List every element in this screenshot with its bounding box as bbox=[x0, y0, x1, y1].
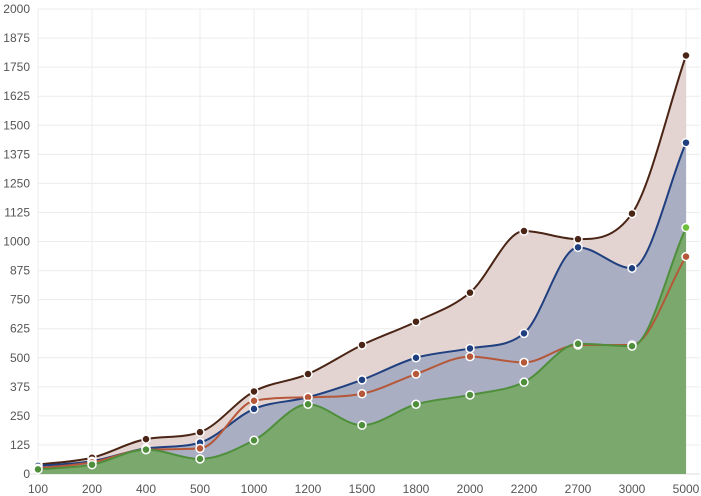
y-tick-label: 1875 bbox=[3, 31, 30, 45]
series-brown-point bbox=[519, 226, 529, 236]
series-brown-point bbox=[573, 234, 583, 244]
series-orange-point bbox=[465, 351, 475, 362]
series-brown-point bbox=[627, 208, 637, 219]
data-points bbox=[33, 50, 691, 475]
y-tick-label: 1625 bbox=[3, 89, 30, 103]
series-green-point bbox=[627, 341, 637, 351]
series-green-point bbox=[519, 377, 529, 387]
y-tick-label: 1000 bbox=[3, 235, 30, 249]
x-tick-label: 1200 bbox=[295, 482, 322, 496]
series-green-point bbox=[303, 399, 313, 409]
series-green-point bbox=[249, 435, 259, 446]
x-tick-label: 1800 bbox=[403, 482, 430, 496]
series-orange-point bbox=[195, 443, 205, 454]
y-tick-label: 1250 bbox=[3, 176, 30, 190]
series-green-point bbox=[87, 459, 97, 470]
y-tick-label: 750 bbox=[10, 293, 30, 307]
y-tick-label: 1125 bbox=[4, 205, 30, 219]
x-tick-label: 1500 bbox=[349, 482, 376, 496]
series-blue-point bbox=[357, 375, 367, 385]
series-blue-point bbox=[627, 263, 637, 273]
y-tick-label: 0 bbox=[23, 467, 30, 481]
axis-labels: 0 125 250 375 500 625 750 875 1000 1125 1250 1375 15… bbox=[3, 2, 699, 496]
series-green-area bbox=[38, 227, 686, 474]
x-tick-label: 500 bbox=[190, 482, 210, 496]
series-orange-point bbox=[519, 357, 529, 368]
x-tick-label: 2200 bbox=[511, 482, 538, 496]
series-orange-point bbox=[357, 389, 367, 399]
area-fills bbox=[38, 55, 686, 474]
series-blue-point bbox=[465, 343, 475, 354]
x-tick-label: 400 bbox=[136, 482, 156, 496]
series-green-point bbox=[357, 420, 367, 430]
series-blue-point bbox=[573, 242, 583, 253]
y-tick-label: 1500 bbox=[3, 118, 30, 132]
series-blue-point bbox=[519, 328, 529, 339]
series-brown-point bbox=[249, 386, 259, 397]
series-blue-point bbox=[249, 404, 259, 414]
x-tick-label: 2700 bbox=[565, 482, 592, 496]
series-orange-point bbox=[411, 369, 421, 379]
series-brown-point bbox=[465, 287, 475, 298]
x-tick-label: 3000 bbox=[619, 482, 646, 496]
series-orange-point bbox=[681, 251, 691, 262]
x-tick-label: 5000 bbox=[673, 482, 700, 496]
y-tick-label: 875 bbox=[10, 264, 30, 278]
y-tick-label: 625 bbox=[10, 322, 30, 336]
series-green-point bbox=[33, 464, 43, 475]
x-tick-label: 100 bbox=[28, 482, 48, 496]
series-green-point bbox=[411, 399, 421, 409]
y-tick-label: 2000 bbox=[3, 2, 30, 16]
series-brown-point bbox=[303, 369, 313, 379]
x-tick-label: 1000 bbox=[241, 482, 268, 496]
x-tick-label: 2000 bbox=[457, 482, 484, 496]
series-green-point bbox=[465, 390, 475, 400]
series-brown-point bbox=[195, 427, 205, 437]
series-blue-point bbox=[411, 353, 421, 363]
y-tick-label: 1750 bbox=[3, 60, 30, 74]
y-tick-label: 375 bbox=[10, 380, 30, 394]
y-tick-label: 500 bbox=[10, 351, 30, 365]
series-green-point bbox=[573, 339, 583, 349]
x-tick-label: 200 bbox=[82, 482, 102, 496]
series-brown-point bbox=[357, 340, 367, 350]
series-brown-point bbox=[411, 316, 421, 327]
y-tick-label: 125 bbox=[10, 438, 30, 452]
series-orange-point bbox=[249, 396, 259, 406]
series-brown-point bbox=[141, 434, 151, 444]
series-green-point bbox=[195, 454, 205, 464]
y-tick-label: 1375 bbox=[3, 147, 30, 161]
series-blue-point bbox=[681, 137, 691, 148]
series-green-point bbox=[141, 444, 151, 455]
series-brown-point bbox=[681, 50, 691, 61]
y-tick-label: 250 bbox=[10, 409, 30, 423]
series-green-point bbox=[681, 222, 691, 233]
